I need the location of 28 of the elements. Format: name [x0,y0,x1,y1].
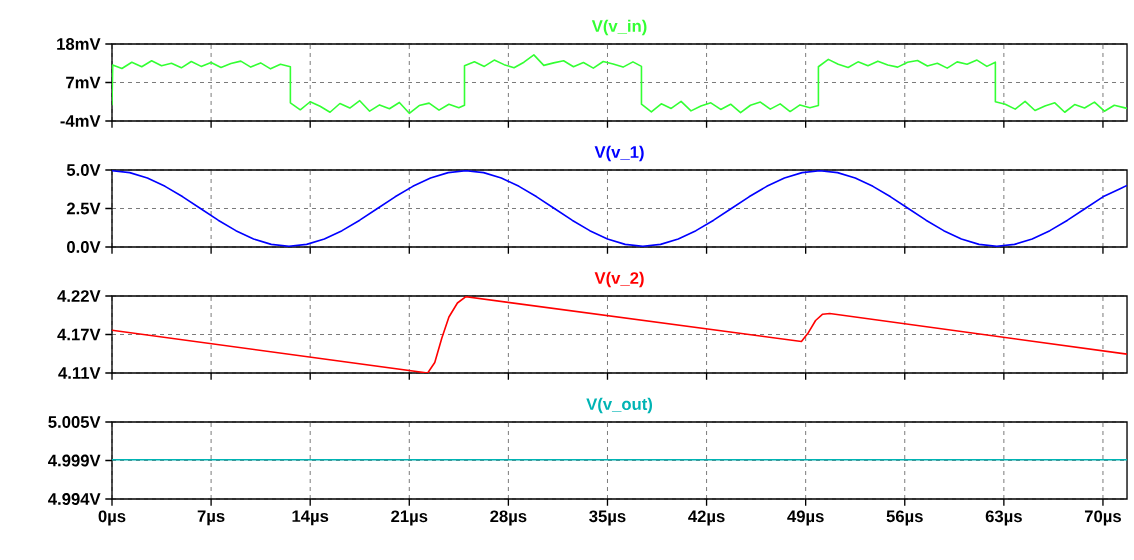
x-tick-label: 56µs [886,510,923,526]
y-tick-label: 4.17V [57,328,101,341]
x-tick-label: 42µs [688,510,725,526]
y-tick-label: 0.0V [67,241,101,253]
x-tick-label: 28µs [490,510,527,526]
y-tick-label: -4mV [60,115,101,127]
chart-title: V(v_2) [594,271,644,288]
y-tick-label: 5.005V [48,416,101,428]
y-tick-label: 4.994V [48,493,101,505]
x-tick-label: 70µs [1084,510,1121,526]
y-tick-label: 7mV [66,76,101,89]
x-tick-label: 7µs [197,510,225,526]
y-tick-label: 4.22V [57,290,101,302]
chart-title: V(v_1) [594,145,644,162]
y-tick-label: 5.0V [66,164,101,176]
line-series [112,54,1128,115]
x-tick-label: 35µs [589,510,626,526]
x-tick-label: 63µs [985,510,1022,526]
y-tick-label: 18mV [57,38,101,50]
chart-title: V(v_out) [586,397,653,414]
y-tick-label: 4.999V [48,454,101,467]
x-tick-label: 14µs [292,510,329,526]
x-tick-label: 21µs [391,510,428,526]
x-tick-label: 49µs [787,510,824,526]
y-tick-label: 4.11V [58,367,101,379]
x-tick-label: 0µs [98,510,126,526]
chart-title: V(v_in) [591,19,647,36]
y-tick-label: 2.5V [66,202,101,215]
